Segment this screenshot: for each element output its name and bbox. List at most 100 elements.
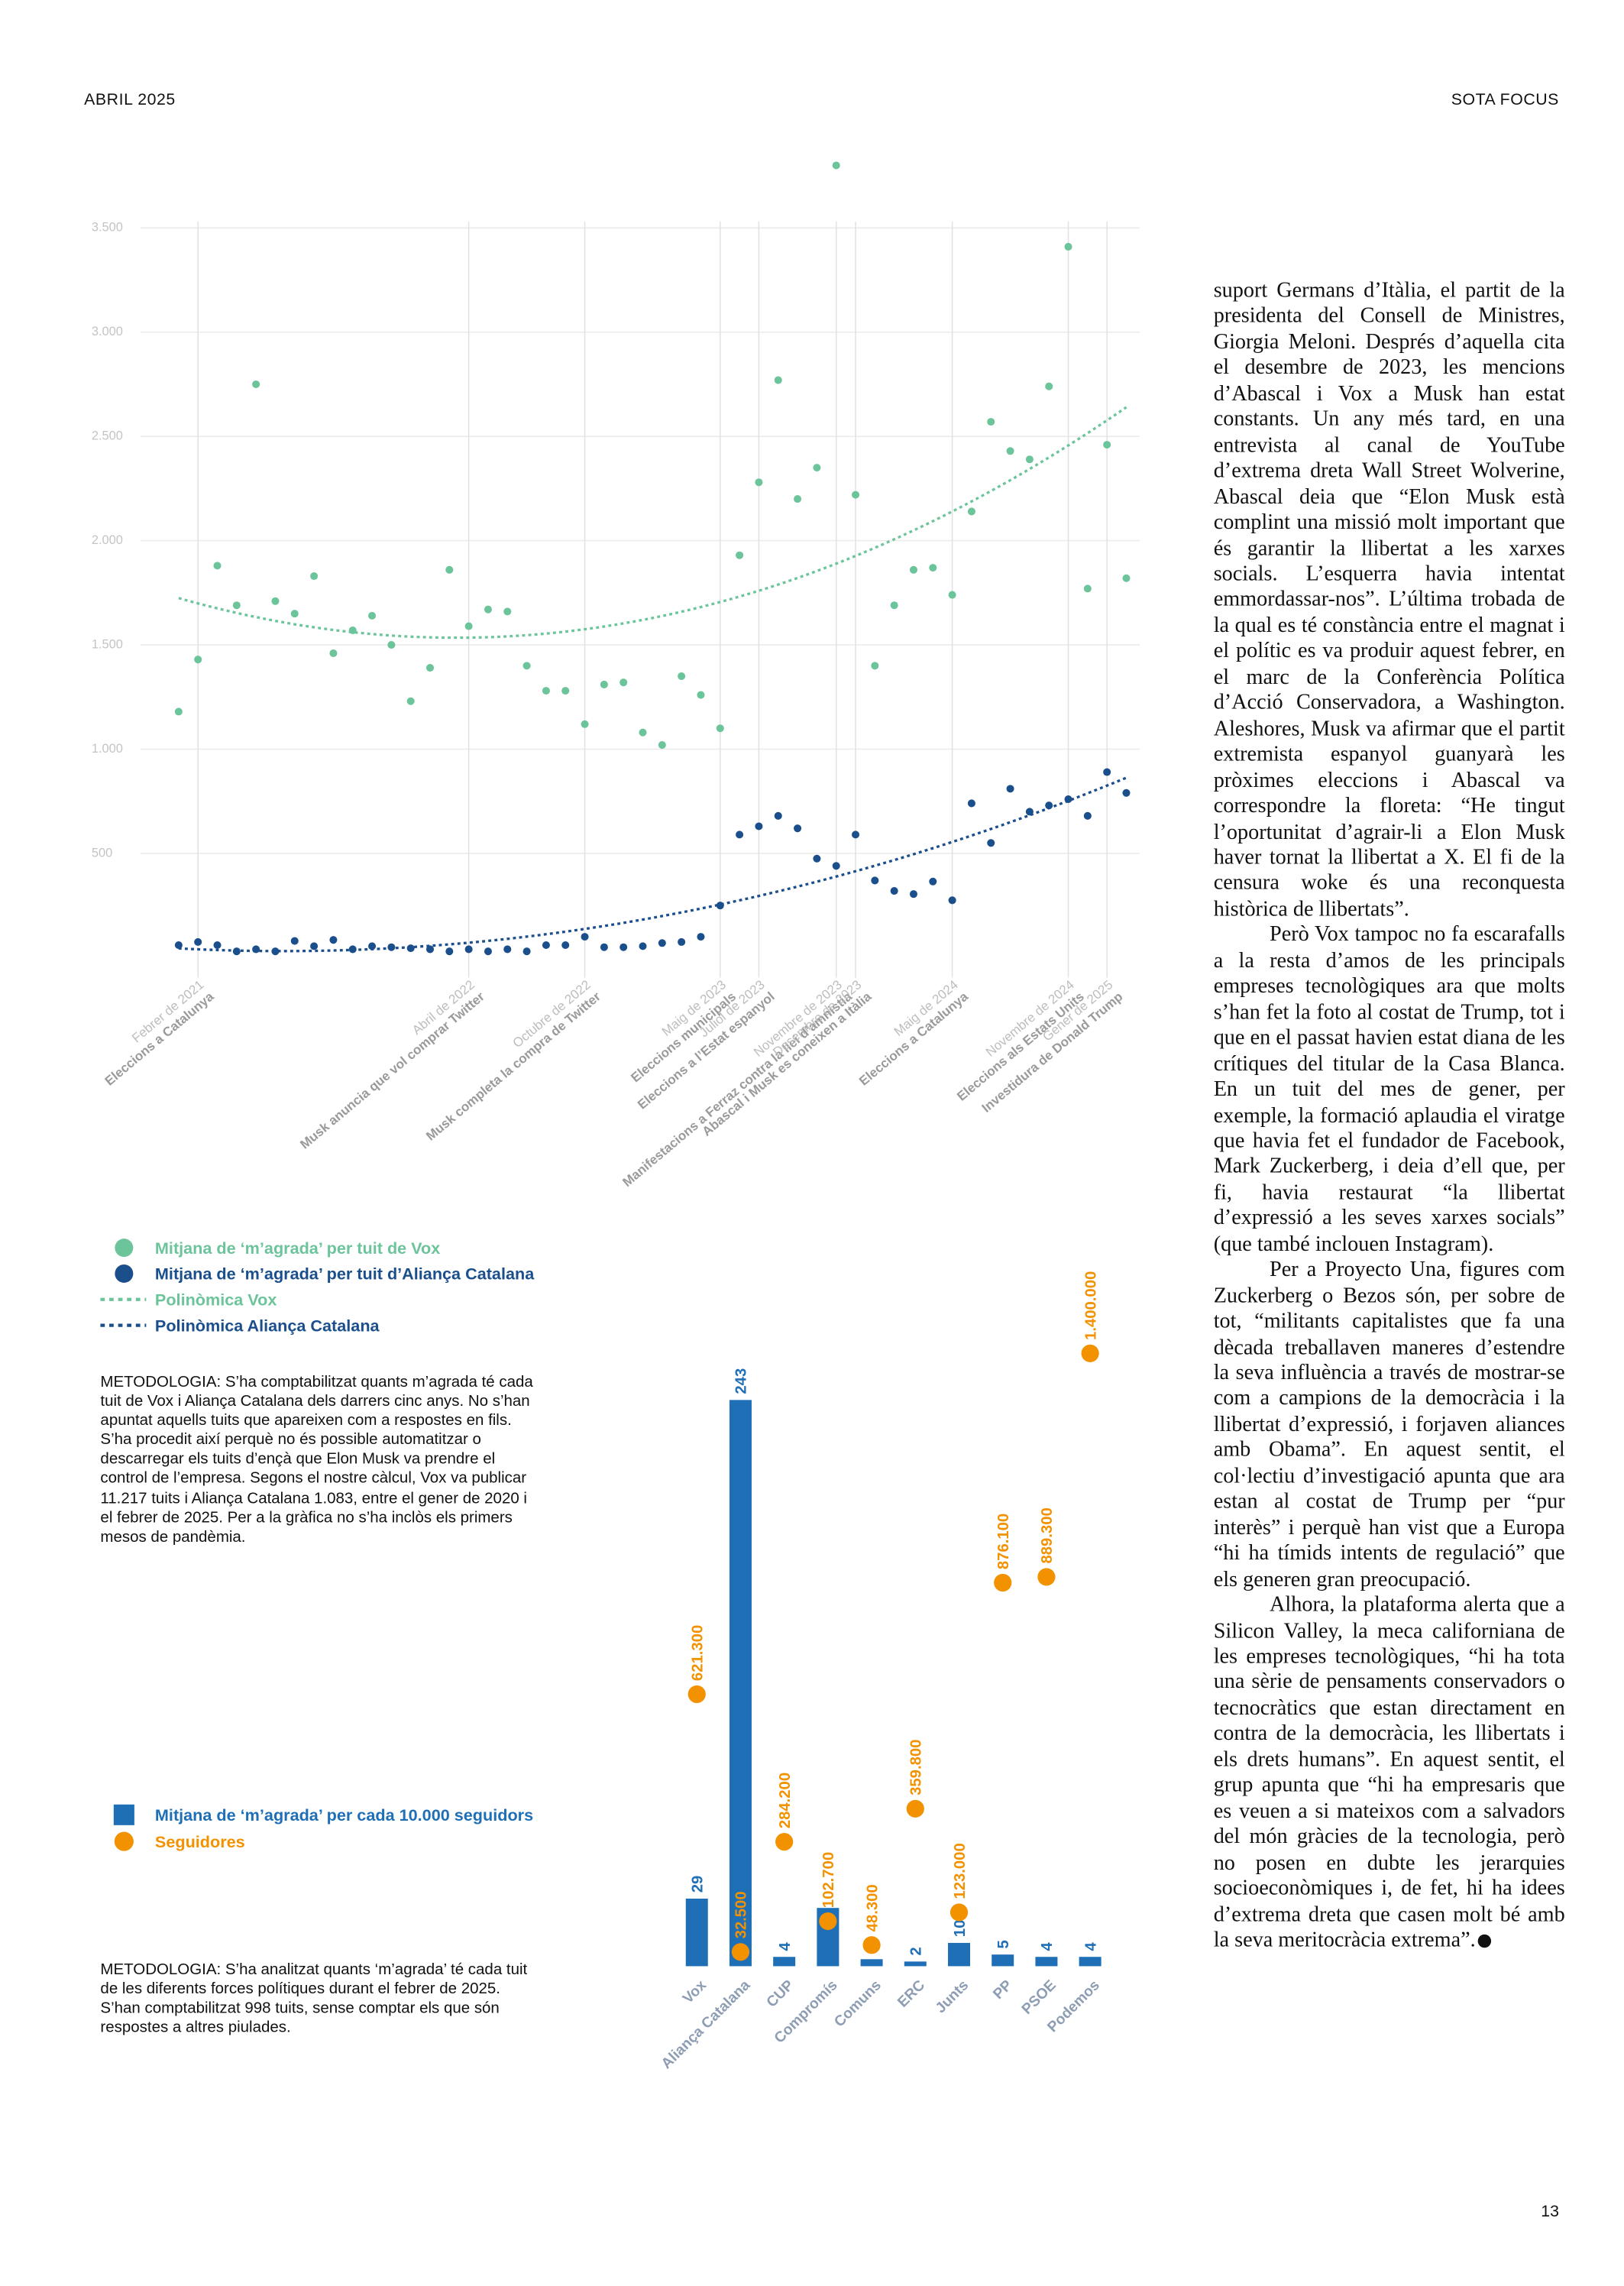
data-point [948, 591, 956, 599]
methodology-note: METODOLOGIA: S’ha comptabilitzat quants … [100, 1373, 533, 1546]
follower-dot [775, 1833, 794, 1851]
data-point [368, 611, 377, 620]
data-point [425, 945, 435, 954]
follower-dot [687, 1685, 706, 1704]
follower-dot [731, 1943, 750, 1961]
data-point [561, 687, 570, 695]
paragraph: Per a Proyecto Una, figures com Zuckerbe… [1213, 1258, 1565, 1591]
data-point [368, 942, 377, 950]
value-label: 4 [1039, 1942, 1056, 1951]
data-point [871, 662, 879, 670]
x-tick-label: ERC [894, 1977, 928, 2011]
value-label: 10 [952, 1920, 969, 1938]
data-point [716, 724, 724, 733]
data-point [909, 890, 917, 899]
event-label: Musk anuncia que vol comprar Twitter [297, 989, 487, 1151]
charts: 500 1.000 1.500 2.000 2.500 3.000 3.500 Febrer … [92, 161, 1140, 2072]
data-point [464, 622, 473, 630]
data-point [774, 376, 782, 384]
data-point [1103, 768, 1111, 776]
data-point [252, 380, 260, 389]
bar [773, 1957, 796, 1967]
event-label: Eleccions a Catalunya [102, 989, 217, 1088]
follower-dot [819, 1912, 837, 1931]
value-label: 4 [777, 1942, 794, 1951]
methodology-note: METODOLOGIA: S’ha analitzat quants ‘m’ag… [100, 1961, 528, 2037]
legend-marker [115, 1264, 134, 1283]
legend-marker [113, 1804, 134, 1825]
follower-dot [994, 1573, 1012, 1592]
paragraph: suport Germans d’Itàlia, el partit de la… [1213, 279, 1565, 921]
data-point [890, 601, 898, 610]
data-point [406, 697, 415, 705]
data-point [929, 564, 937, 572]
follower-dot [906, 1799, 924, 1818]
paragraph: Però Vox tampoc no fa escarafalls a la r… [1213, 923, 1565, 1257]
value-label: 359.800 [908, 1740, 925, 1795]
data-point [1083, 584, 1092, 593]
x-tick-label: Vox [680, 1977, 710, 2007]
end-mark [1478, 1934, 1492, 1948]
x-tick-label: PSOE [1019, 1977, 1059, 2018]
data-point [1006, 447, 1014, 455]
trendline [178, 776, 1127, 953]
data-point [794, 824, 802, 833]
data-point [736, 831, 744, 839]
bar [904, 1961, 927, 1967]
article: suport Germans d’Itàlia, el partit de la… [1214, 279, 1565, 1954]
data-point [658, 939, 666, 947]
data-point [755, 822, 763, 831]
data-point [561, 941, 570, 950]
data-point [329, 649, 338, 658]
bar [729, 1400, 752, 1967]
bar [1079, 1957, 1102, 1967]
data-point [890, 887, 898, 895]
page-number: 13 [1541, 2203, 1559, 2221]
data-point [851, 831, 860, 839]
data-point [445, 947, 454, 956]
data-point [1103, 441, 1111, 449]
y-tick-label: 1.500 [92, 637, 123, 651]
bar [685, 1898, 708, 1967]
data-point [755, 478, 763, 487]
data-point [503, 945, 512, 954]
data-point [620, 678, 628, 687]
data-point [522, 947, 531, 956]
data-point [503, 607, 512, 616]
data-point [271, 947, 280, 956]
data-point [813, 464, 821, 472]
data-point [290, 937, 299, 945]
data-point [967, 507, 975, 516]
bar [992, 1954, 1014, 1967]
data-point [813, 854, 821, 863]
data-point [658, 741, 666, 750]
data-point [290, 610, 299, 618]
data-point [1122, 788, 1131, 797]
data-point [678, 937, 686, 946]
data-point [194, 656, 202, 664]
data-point [464, 945, 473, 954]
y-tick-label: 2.500 [92, 429, 123, 443]
follower-dot [862, 1936, 881, 1954]
data-point [1064, 242, 1072, 251]
value-label: 889.300 [1039, 1507, 1056, 1563]
legend-label: Mitjana de ‘m’agrada’ per tuit d’Aliança… [155, 1264, 535, 1284]
issue-date: ABRIL 2025 [84, 91, 176, 110]
data-point [1045, 382, 1053, 390]
value-label: 102.700 [820, 1852, 837, 1908]
data-point [832, 161, 840, 170]
trendline [178, 406, 1127, 639]
value-label: 48.300 [864, 1884, 881, 1931]
value-label: 284.200 [777, 1773, 794, 1828]
data-point [174, 707, 183, 716]
data-point [542, 687, 550, 695]
data-point [1006, 785, 1014, 793]
data-point [967, 799, 975, 808]
value-label: 2 [908, 1947, 925, 1955]
legend-label: Polinòmica Vox [155, 1290, 277, 1309]
data-point [794, 495, 802, 504]
data-point [310, 572, 319, 581]
